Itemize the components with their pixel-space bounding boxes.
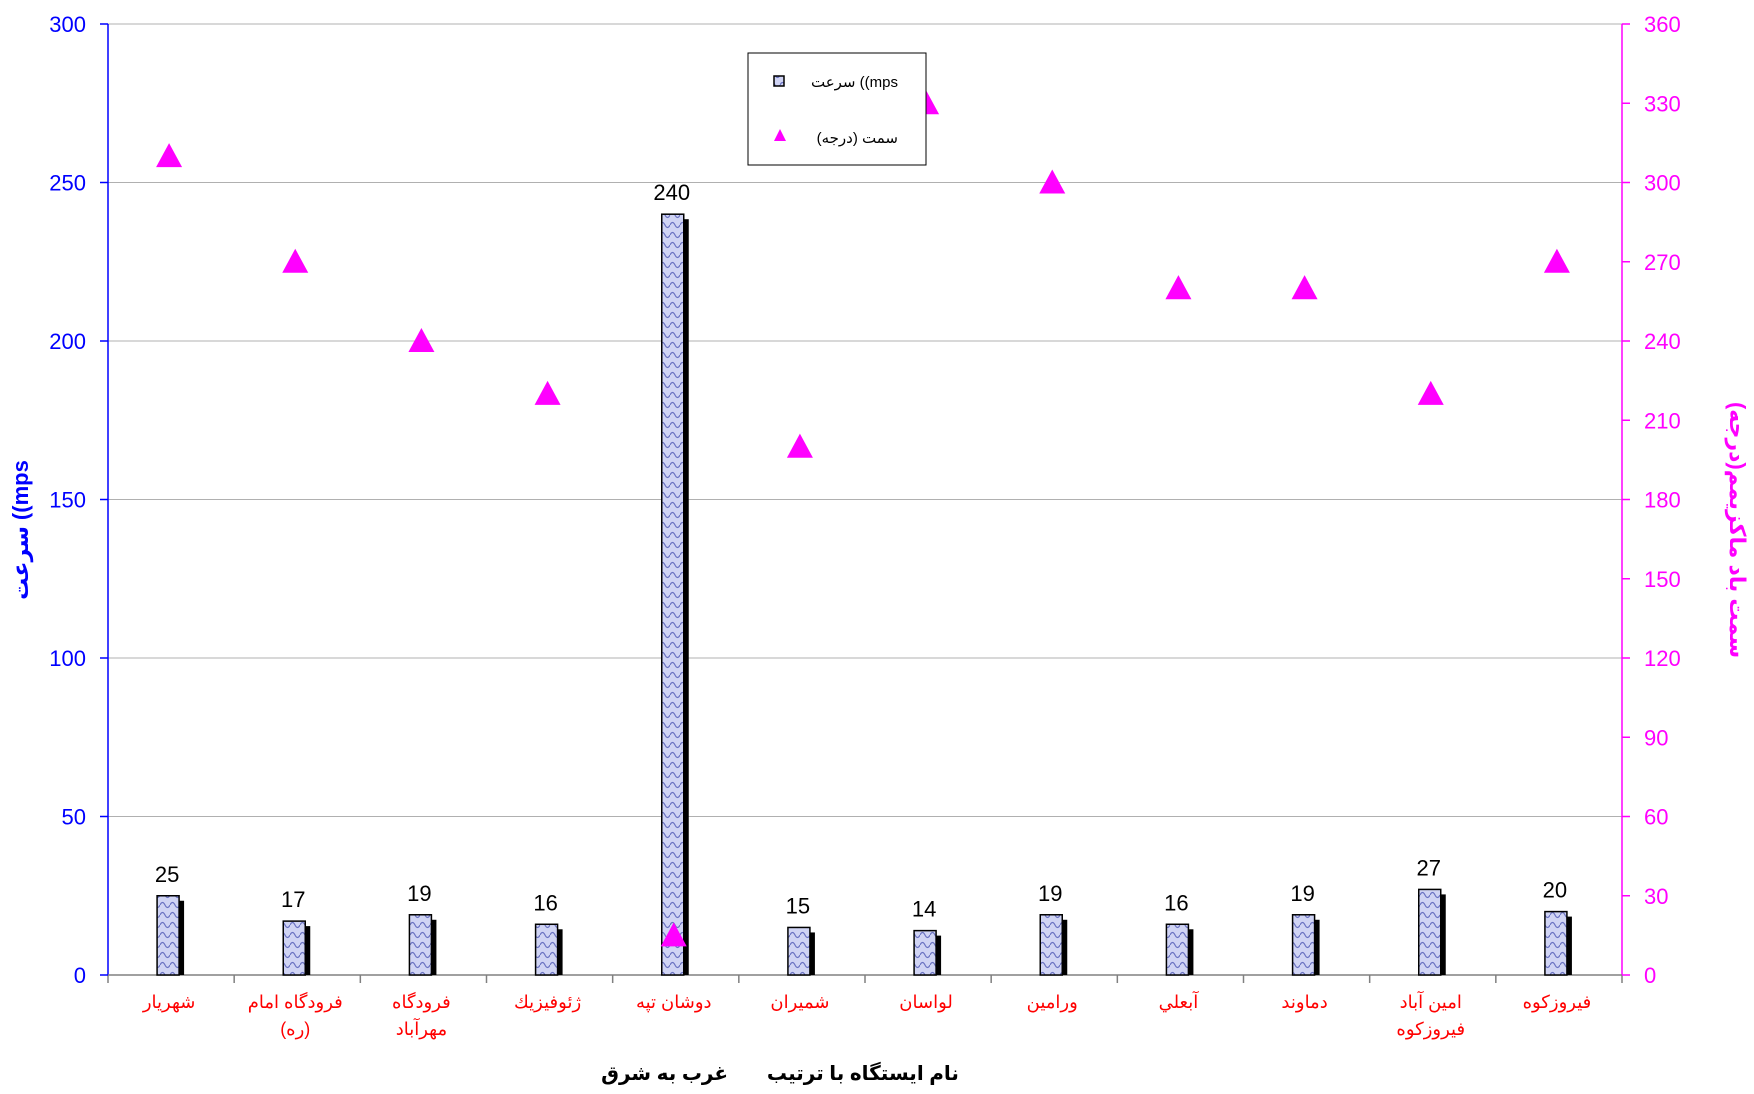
right-tick-label: 270 (1644, 250, 1681, 275)
x-axis-label: نام ايستگاه با ترتيب غرب به شرق (601, 1061, 959, 1085)
bar (1544, 910, 1568, 976)
bar (1165, 923, 1190, 976)
bar-data-label: 14 (912, 897, 936, 922)
category-label: لواسان (899, 992, 953, 1013)
left-tick-label: 200 (49, 329, 86, 354)
left-tick-label: 250 (49, 171, 86, 196)
bar-data-label: 27 (1417, 855, 1441, 880)
bar (282, 920, 306, 976)
bar (534, 923, 559, 976)
bar-data-label: 19 (1290, 881, 1314, 906)
gridlines (107, 23, 1623, 983)
right-tick-label: 300 (1644, 171, 1681, 196)
direction-marker (1417, 380, 1444, 405)
bar (661, 213, 685, 976)
right-tick-label: 360 (1644, 12, 1681, 37)
direction-marker (1165, 275, 1192, 300)
bar-data-label: 240 (653, 180, 690, 205)
right-tick-label: 30 (1644, 884, 1668, 909)
direction-marker (1543, 248, 1570, 273)
direction-marker (1039, 169, 1066, 194)
category-label: ورامين (1027, 992, 1078, 1013)
left-axis-ticks: 0 50 100 150 200 250 300 (49, 12, 108, 988)
legend-triangle-swatch (774, 129, 786, 141)
direction-marker (534, 380, 561, 405)
bar-data-label: 16 (533, 890, 557, 915)
direction-marker (786, 433, 813, 458)
left-tick-label: 0 (74, 963, 86, 988)
right-tick-label: 150 (1644, 567, 1681, 592)
direction-marker (156, 143, 183, 168)
direction-marker (408, 328, 435, 353)
direction-marker (660, 922, 687, 947)
bar-data-label: 19 (1038, 881, 1062, 906)
category-label: شميران (770, 992, 829, 1013)
left-tick-label: 50 (62, 805, 86, 830)
right-axis-label: سمت باد ماكزيمم(درجه) (1724, 402, 1750, 658)
category-label: فرودگاه (392, 991, 451, 1013)
right-tick-label: 180 (1644, 488, 1681, 513)
right-tick-label: 240 (1644, 329, 1681, 354)
legend-bar-swatch (773, 75, 785, 87)
direction-marker (282, 248, 309, 273)
legend-box (747, 52, 927, 166)
bar-data-label: 25 (155, 862, 179, 887)
right-tick-label: 330 (1644, 91, 1681, 116)
category-label: (ره) (280, 1019, 310, 1039)
right-tick-label: 120 (1644, 646, 1681, 671)
left-tick-label: 300 (49, 12, 86, 37)
direction-marker (1291, 275, 1318, 300)
category-labels: شهريار فرودگاه امام (ره) فرودگاه مهرآباد ژئوف… (142, 990, 1591, 1040)
right-tick-label: 210 (1644, 408, 1681, 433)
bar-data-labels: 25 17 19 16 240 15 14 19 16 19 27 20 (155, 180, 1567, 921)
category-label: ژئوفيزيك (514, 992, 581, 1013)
category-label: دوشان تپه (636, 992, 712, 1013)
left-tick-label: 150 (49, 488, 86, 513)
right-tick-label: 60 (1644, 805, 1668, 830)
speed-bars (156, 213, 1572, 976)
category-label: فرودگاه امام (248, 991, 343, 1013)
direction-markers (156, 90, 1570, 947)
bar (156, 895, 180, 976)
right-axis-ticks: 0 30 60 90 120 150 180 210 240 270 300 330 360 (1622, 12, 1681, 988)
category-label: دماوند (1281, 992, 1327, 1013)
left-tick-label: 100 (49, 646, 86, 671)
bar (1418, 888, 1442, 976)
bar-data-label: 15 (786, 893, 810, 918)
bar (913, 929, 937, 976)
legend-entry-direction: سمت (درجه) (817, 130, 898, 147)
right-tick-label: 0 (1644, 963, 1656, 988)
category-label: امين آباد (1400, 990, 1462, 1013)
category-label: فيروزكوه (1396, 1019, 1465, 1040)
bar (1039, 914, 1063, 976)
category-label: شهريار (142, 992, 196, 1013)
bar (408, 914, 433, 976)
bar-data-label: 17 (281, 887, 305, 912)
legend-entry-speed: سرعت ((mps (811, 74, 898, 91)
category-label: فيروزكوه (1523, 992, 1592, 1013)
bar (787, 926, 811, 976)
left-axis-label: سرعت ((mps (8, 460, 34, 600)
bar-data-label: 16 (1164, 890, 1188, 915)
right-tick-label: 90 (1644, 725, 1668, 750)
category-label: آبعلي (1159, 990, 1200, 1013)
category-label: مهرآباد (396, 1017, 447, 1040)
legend: سرعت ((mps سمت (درجه) (747, 52, 927, 166)
bar-data-label: 19 (407, 881, 431, 906)
bar-data-label: 20 (1543, 878, 1567, 903)
bar (1291, 914, 1316, 976)
